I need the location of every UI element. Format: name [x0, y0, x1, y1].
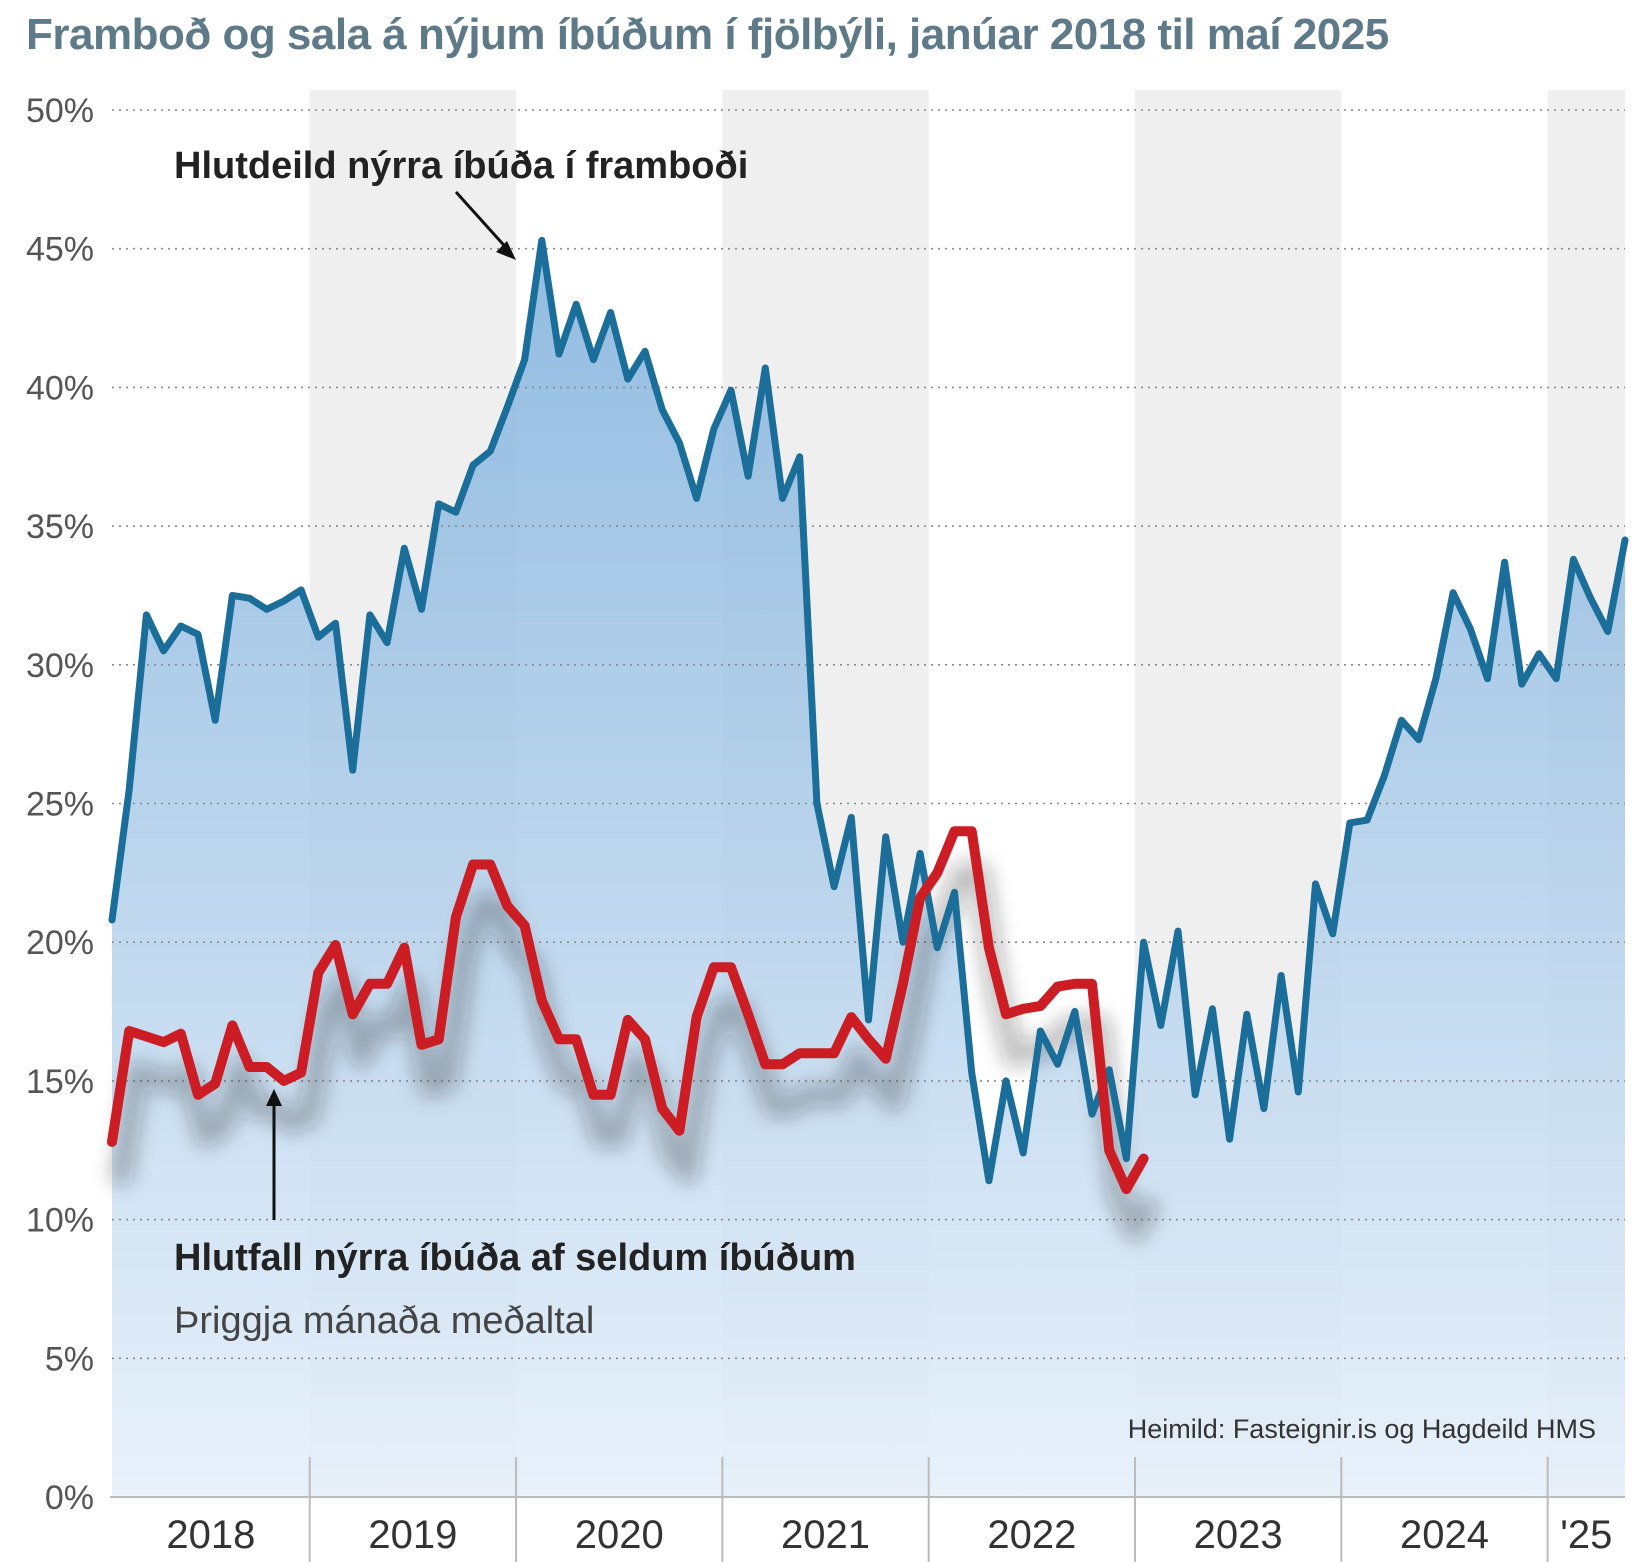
x-tick-label: 2024: [1400, 1513, 1489, 1557]
sales-line: [107, 826, 1149, 1195]
x-tick-label: 2022: [987, 1513, 1076, 1557]
sales-series-line: [107, 826, 1149, 1195]
annotations: Hlutdeild nýrra íbúða í framboði Hlutfal…: [174, 145, 1596, 1444]
chart-title: Framboð og sala á nýjum íbúðum í fjölbýl…: [26, 10, 1389, 59]
sales-arrow-head: [266, 1089, 282, 1106]
y-tick-label: 50%: [26, 92, 94, 130]
y-tick-label: 0%: [45, 1479, 94, 1517]
y-tick-label: 25%: [26, 786, 94, 824]
supply-area-fill: [112, 240, 1625, 1497]
x-tick-label: 2019: [368, 1513, 457, 1557]
source-note: Heimild: Fasteignir.is og Hagdeild HMS: [1128, 1414, 1596, 1444]
supply-arrow-shaft: [454, 190, 512, 254]
sales-series-sublabel: Þriggja mánaða meðaltal: [174, 1300, 594, 1342]
supply-series-line: [108, 236, 1629, 1185]
sales-series-label: Hlutfall nýrra íbúða af seldum íbúðum: [174, 1237, 856, 1279]
x-tick-label: 2023: [1194, 1513, 1283, 1557]
supply-arrow-head: [496, 241, 516, 260]
y-tick-label: 45%: [26, 231, 94, 269]
y-ticks: 0% 5% 10% 15% 20% 25% 30% 35% 40% 45% 50%: [26, 92, 94, 1517]
y-tick-label: 10%: [26, 1202, 94, 1240]
y-tick-label: 40%: [26, 369, 94, 407]
supply-line: [108, 236, 1629, 1185]
x-tick-label: 2018: [166, 1513, 255, 1557]
supply-area: [112, 240, 1625, 1497]
x-axis: 2018 2019 2020 2021 2022 2023 2024 '25: [110, 1457, 1625, 1562]
y-tick-label: 30%: [26, 647, 94, 685]
y-tick-label: 35%: [26, 508, 94, 546]
gridlines: [112, 109, 1625, 1360]
x-tick-label: 2020: [575, 1513, 664, 1557]
x-tick-label: '25: [1560, 1513, 1612, 1557]
y-tick-label: 20%: [26, 924, 94, 962]
y-tick-label: 15%: [26, 1063, 94, 1101]
supply-series-label: Hlutdeild nýrra íbúða í framboði: [174, 145, 748, 187]
y-tick-label: 5%: [45, 1340, 94, 1378]
x-tick-label: 2021: [781, 1513, 870, 1557]
